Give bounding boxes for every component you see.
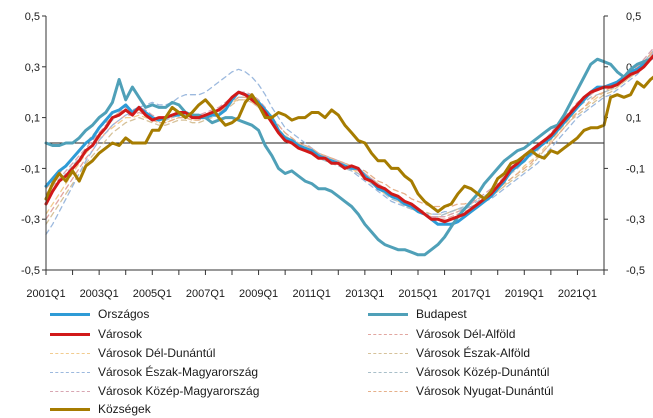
axes [45,16,605,271]
x-tick-label: 2009Q1 [239,288,278,300]
x-tick-label: 2019Q1 [505,288,544,300]
legend-item-kozsegek: Községek [50,400,151,418]
legend-item-varosok-eszak-magyarorszag: Városok Észak-Magyarország [50,363,258,381]
series-line-varosok-eszak-magyarorszag [45,51,653,236]
y-tick-label-right: 0,1 [626,113,641,125]
y-tick-label-left: 0,3 [25,62,40,74]
line-chart: 0,5 0,3 0,1 -0,1 -0,3 -0,5 0,5 0,3 0,1 -0,1 -0,3 -… [21,11,653,300]
legend-item-varosok: Városok [50,325,142,343]
legend-swatch-varosok-nyugat-dunantul [368,390,408,392]
x-tick-label: 2007Q1 [186,288,225,300]
legend-item-varosok-nyugat-dunantul: Városok Nyugat-Dunántúl [368,382,553,400]
y-tick-label-left: -0,3 [21,214,40,226]
y-tick-label-right: -0,1 [626,163,645,175]
legend-label-kozsegek: Községek [98,402,151,416]
legend-swatch-varosok-kozep-dunantul [368,371,408,373]
x-tick-label: 2005Q1 [133,288,172,300]
x-tick-label: 2013Q1 [345,288,384,300]
x-tick-label: 2003Q1 [80,288,119,300]
legend-label-budapest: Budapest [416,307,467,321]
series-line-orszagos [44,55,653,226]
legend-label-orszagos: Országos [98,307,150,321]
legend-label-varosok: Városok [98,327,143,341]
series-lines [44,47,653,257]
legend-item-varosok-eszak-alfold: Városok Észak-Alföld [368,344,530,362]
y-tick-label-right: 0,5 [626,11,641,23]
right-y-axis-ticks: 0,50,30,1-0,1-0,3-0,5 [604,11,645,277]
series-line-varosok [44,54,653,224]
y-tick-label-right: -0,5 [626,265,645,277]
legend-label-varosok-kozep-magyarorszag: Városok Közép-Magyarország [98,384,260,398]
legend-swatch-varosok-kozep-magyarorszag [50,390,90,392]
legend-item-varosok-del-dunantul: Városok Dél-Dunántúl [50,344,215,362]
legend-label-varosok-eszak-magyarorszag: Városok Észak-Magyarország [98,365,259,379]
legend-swatch-varosok [50,332,90,336]
legend-label-varosok-del-alfold: Városok Dél-Alföld [416,327,516,341]
y-tick-label-left: -0,5 [21,265,40,277]
legend-swatch-varosok-eszak-alfold [368,352,408,354]
legend-swatch-varosok-del-dunantul [50,352,90,354]
legend: Országos Budapest Városok Városok Dél-Al… [0,303,653,416]
legend-label-varosok-nyugat-dunantul: Városok Nyugat-Dunántúl [416,384,554,398]
series-line-budapest [44,55,653,257]
x-tick-label: 2015Q1 [398,288,437,300]
legend-label-varosok-kozep-dunantul: Városok Közép-Dunántúl [416,365,550,379]
legend-swatch-varosok-del-alfold [368,333,408,335]
y-tick-label-left: 0,1 [25,113,40,125]
series-line-varosok-del-dunantul [45,52,653,218]
legend-swatch-kozsegek [50,407,90,411]
legend-item-varosok-kozep-dunantul: Városok Közép-Dunántúl [368,363,549,381]
x-tick-label: 2001Q1 [26,288,65,300]
legend-item-varosok-del-alfold: Városok Dél-Alföld [368,325,515,343]
left-y-axis-ticks: 0,5 0,3 0,1 -0,1 -0,3 -0,5 [21,11,46,277]
x-tick-label: 2021Q1 [558,288,597,300]
legend-item-orszagos: Országos [50,305,149,323]
legend-label-varosok-eszak-alfold: Városok Észak-Alföld [416,346,531,360]
x-tick-label: 2011Q1 [293,288,331,300]
legend-swatch-orszagos [50,312,90,316]
x-axis-ticks: 2001Q1 2003Q1 2005Q1 2007Q1 2009Q1 2011Q1 2013… [26,270,605,300]
y-tick-label-right: -0,3 [626,214,645,226]
y-tick-label-left: -0,1 [21,163,40,175]
series-line-kozsegek [44,75,653,214]
legend-item-varosok-kozep-magyarorszag: Városok Közép-Magyarország [50,382,259,400]
legend-item-budapest: Budapest [368,305,467,323]
legend-swatch-budapest [368,312,408,316]
legend-swatch-varosok-eszak-magyarorszag [50,371,90,373]
x-tick-label: 2017Q1 [452,288,491,300]
y-tick-label-left: 0,5 [25,11,40,23]
legend-label-varosok-del-dunantul: Városok Dél-Dunántúl [98,346,216,360]
